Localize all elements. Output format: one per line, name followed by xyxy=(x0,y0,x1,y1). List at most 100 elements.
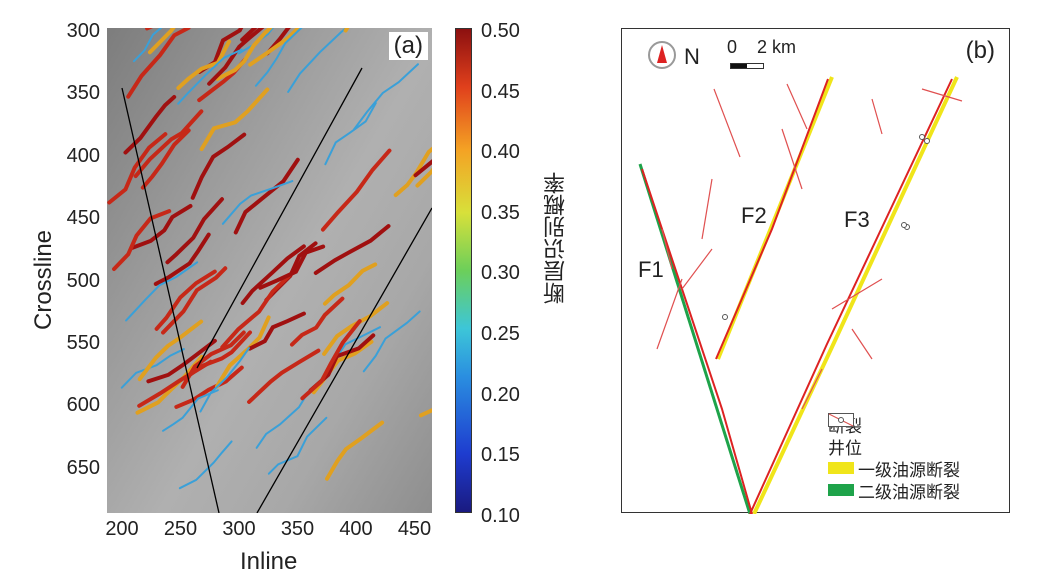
x-tick-label: 200 xyxy=(105,518,139,540)
well-icon xyxy=(722,314,728,320)
y-tick-label: 600 xyxy=(66,394,100,417)
fault-trace xyxy=(322,301,390,356)
fault-trace xyxy=(215,29,269,81)
fault-trace xyxy=(247,348,321,404)
fault-trace xyxy=(418,408,432,418)
colorbar-tick-label: 0.40 xyxy=(481,141,520,164)
fault-trace xyxy=(353,63,419,131)
fault-trace xyxy=(289,296,345,347)
fault-trace xyxy=(199,347,250,413)
colorbar-tick-label: 0.35 xyxy=(481,201,520,224)
y-tick-label: 300 xyxy=(66,20,100,42)
fault-trace xyxy=(112,209,172,272)
fault-trace xyxy=(343,28,350,33)
fault-trace xyxy=(126,28,191,99)
fault-trace xyxy=(107,132,168,205)
legend-label: 一级油源断裂 xyxy=(858,460,960,480)
scale-bar xyxy=(730,63,764,69)
fault-f2 xyxy=(715,78,829,360)
y-tick-label: 550 xyxy=(66,332,100,354)
fault-trace xyxy=(267,416,328,475)
fault-trace xyxy=(147,28,176,55)
minor-fault xyxy=(701,178,713,240)
x-tick-label: 450 xyxy=(397,518,432,540)
colorbar-tick-label: 0.30 xyxy=(481,262,520,285)
fault-trace xyxy=(255,388,311,449)
fault-trace xyxy=(415,167,432,188)
minor-fault xyxy=(871,98,883,135)
minor-fault xyxy=(681,248,713,290)
primary-source-fault-f3 xyxy=(752,76,959,514)
colorbar-tick-label: 0.25 xyxy=(481,323,520,345)
fault-trace xyxy=(322,262,378,306)
minor-fault xyxy=(786,83,808,130)
fault-trace xyxy=(220,272,293,350)
legend-item-secondary: 二级油源断裂 xyxy=(828,479,960,502)
fault-trace xyxy=(320,148,392,232)
fault-label-f2: F2 xyxy=(741,203,767,228)
green-swatch-icon xyxy=(828,484,854,496)
fault-trace xyxy=(178,440,233,490)
fault-trace xyxy=(125,261,199,322)
fault-trace xyxy=(146,338,217,384)
minor-fault xyxy=(656,278,683,350)
legend: 断裂 井位 一级油源断裂 二级油源断裂 xyxy=(828,413,960,502)
colorbar-tick-label: 0.15 xyxy=(481,444,520,467)
legend-item-well: 井位 xyxy=(828,417,960,458)
fault-trace xyxy=(154,269,217,331)
secondary-source-fault xyxy=(638,163,752,514)
fault-trace xyxy=(313,224,391,275)
fault-trace xyxy=(132,28,163,63)
section-line xyxy=(256,207,432,513)
y-tick-label: 350 xyxy=(66,82,100,105)
panel-b-label: (b) xyxy=(965,37,995,64)
fault-trace xyxy=(240,244,306,306)
fault-trace xyxy=(199,87,270,152)
fault-trace xyxy=(162,389,219,432)
y-tick-label: 400 xyxy=(66,144,100,167)
x-tick-label: 250 xyxy=(163,518,198,540)
x-tick-label: 300 xyxy=(222,518,256,540)
fault-label-f1: F1 xyxy=(638,257,664,282)
minor-fault xyxy=(851,328,873,360)
well-icon xyxy=(919,134,925,140)
colorbar-tick-label: 0.50 xyxy=(481,20,520,42)
yellow-swatch-icon xyxy=(828,462,854,474)
fault-lines xyxy=(638,76,963,514)
legend-label: 井位 xyxy=(828,438,862,458)
x-tick-label: 400 xyxy=(339,518,373,540)
minor-fault xyxy=(781,128,803,190)
well-icon xyxy=(838,417,844,423)
fault-trace xyxy=(287,28,348,93)
fault-f3 xyxy=(749,78,953,514)
fault-trace xyxy=(123,94,177,155)
fault-trace xyxy=(362,310,421,373)
fault-trace xyxy=(300,319,362,401)
fault-trace xyxy=(258,244,326,290)
fault-trace xyxy=(174,365,244,409)
y-tick-label: 450 xyxy=(66,207,100,230)
fault-trace xyxy=(324,102,377,166)
minor-fault xyxy=(831,278,883,310)
colorbar-tick-label: 0.10 xyxy=(481,504,520,527)
north-arrow-icon xyxy=(648,41,676,69)
fault-trace xyxy=(137,359,213,408)
well-icon xyxy=(901,222,907,228)
fault-trace xyxy=(153,232,211,286)
fault-trace xyxy=(237,28,275,55)
section-line xyxy=(196,67,363,369)
fault-trace xyxy=(221,180,294,225)
minor-fault xyxy=(713,88,741,158)
colorbar-tick-label: 0.20 xyxy=(481,383,520,406)
fault-trace xyxy=(254,28,303,87)
y-tick-label: 650 xyxy=(66,456,100,479)
fault-trace xyxy=(165,197,224,265)
fault-trace xyxy=(177,48,243,105)
scale-length: 2 km xyxy=(757,37,797,57)
fault-trace xyxy=(135,354,204,415)
x-axis-label: Inline xyxy=(240,548,298,575)
fault-trace xyxy=(207,28,265,86)
x-tick-label: 350 xyxy=(280,518,315,540)
minor-fault xyxy=(801,368,823,410)
fault-label-f3: F3 xyxy=(844,207,870,232)
